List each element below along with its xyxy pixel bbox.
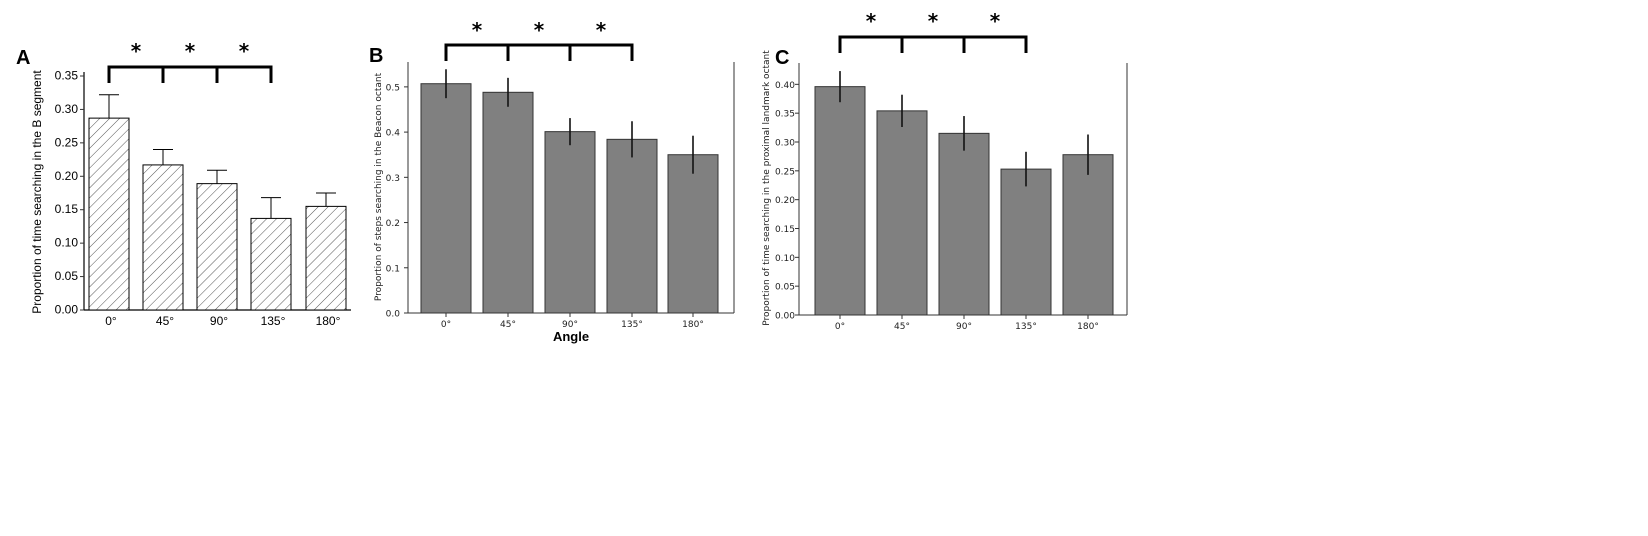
panel-c-y-tick-label: 0.05 [775, 283, 795, 293]
panel-c-x-tick-label: 180° [1077, 322, 1099, 332]
panel-b-ylabel: Proportion of steps searching in the Bea… [374, 72, 384, 301]
panel-a-bar [305, 205, 347, 311]
panel-b-y-tick-label: 0.5 [386, 83, 400, 93]
panel-b-bar [667, 154, 719, 314]
panel-b-significance-star: * [596, 18, 607, 42]
panel-b-x-tick-label: 45° [500, 320, 516, 330]
panel-a-y-tick-label: 0.20 [55, 169, 79, 183]
panel-b-y-tick-label: 0.1 [386, 264, 400, 274]
panel-c-bar [1000, 168, 1052, 316]
panel-a-x-tick-label: 135° [261, 314, 286, 328]
panel-c-x-tick-label: 0° [835, 322, 845, 332]
panel-c-bar [876, 110, 928, 316]
panel-b-y-tick-label: 0.3 [386, 174, 400, 184]
panel-c-y-tick-label: 0.30 [775, 139, 795, 149]
panel-c-significance-star: * [928, 9, 939, 33]
panel-b-bar [482, 91, 534, 314]
panel-b-bar [544, 131, 596, 314]
panel-b-x-tick-label: 135° [621, 320, 643, 330]
panel-label-a: A [16, 47, 30, 69]
panel-a-significance-star: * [131, 39, 142, 63]
panel-c-x-tick-label: 45° [894, 322, 910, 332]
panel-c-y-tick-label: 0.15 [775, 225, 795, 235]
panel-a-y-tick-label: 0.25 [55, 135, 79, 149]
panel-a-ylabel: Proportion of time searching in the B se… [30, 70, 44, 314]
panel-a-bar [88, 117, 130, 311]
panel-b-significance-star: * [534, 18, 545, 42]
panel-a-significance-star: * [239, 39, 250, 63]
panel-b-significance-star: * [472, 18, 483, 42]
panel-b-bar [606, 138, 658, 314]
panel-b-bar [420, 83, 472, 314]
panel-a-bar [142, 164, 184, 311]
panel-b-y-tick-label: 0.4 [386, 129, 401, 139]
panel-c-y-tick-label: 0.20 [775, 196, 795, 206]
panel-label-b: B [369, 45, 383, 67]
panel-b-y-tick-label: 0.0 [386, 310, 401, 320]
panel-c-ylabel: Proportion of time searching in the prox… [762, 50, 772, 326]
panel-c-y-tick-label: 0.25 [775, 167, 795, 177]
panel-c-y-tick-label: 0.35 [775, 110, 795, 120]
panel-a-y-tick-label: 0.35 [55, 69, 79, 83]
panel-c-bar [1062, 154, 1114, 316]
panel-a-x-tick-label: 45° [156, 314, 174, 328]
panel-b-x-tick-label: 180° [682, 320, 704, 330]
panel-a-x-tick-label: 0° [105, 314, 117, 328]
panel-a-y-tick-label: 0.05 [55, 269, 79, 283]
panel-c-y-tick-label: 0.10 [775, 254, 795, 264]
panel-a-x-tick-label: 180° [316, 314, 341, 328]
panel-b-xlabel: Angle [553, 329, 589, 344]
panel-a-bar [250, 217, 292, 311]
panel-a-significance-star: * [185, 39, 196, 63]
panel-c-significance-star: * [866, 9, 877, 33]
panel-c-y-tick-label: 0.40 [775, 81, 795, 91]
panel-a-chart: 0.00 0.05 0.10 0.15 0.20 0.25 0.30 0.35 0° 45° 90°… [55, 39, 351, 328]
panel-b-x-tick-label: 90° [562, 320, 578, 330]
panel-b-y-tick-label: 0.2 [386, 219, 400, 229]
panel-a-y-tick-label: 0.00 [55, 303, 79, 317]
panel-b-x-tick-label: 0° [441, 320, 451, 330]
panel-c-chart: 0.00 0.05 0.10 0.15 0.20 0.25 0.30 0.35 0.40 0° 45… [775, 9, 1128, 332]
panel-c-bar [814, 86, 866, 316]
panel-c-significance-star: * [990, 9, 1001, 33]
panel-c-y-tick-label: 0.00 [775, 312, 795, 322]
panel-c-bar [938, 132, 990, 316]
panel-b-chart: 0.0 0.1 0.2 0.3 0.4 0.5 0° 45° 90° 135° 180° * * * [386, 18, 735, 330]
panel-c-x-tick-label: 90° [956, 322, 972, 332]
panel-a-y-tick-label: 0.30 [55, 102, 79, 116]
panel-label-c: C [775, 47, 789, 69]
panel-a-x-tick-label: 90° [210, 314, 228, 328]
panel-c-x-tick-label: 135° [1015, 322, 1037, 332]
panel-a-bar [196, 183, 238, 311]
panel-a-y-tick-label: 0.15 [55, 202, 79, 216]
panel-a-y-tick-label: 0.10 [55, 236, 79, 250]
